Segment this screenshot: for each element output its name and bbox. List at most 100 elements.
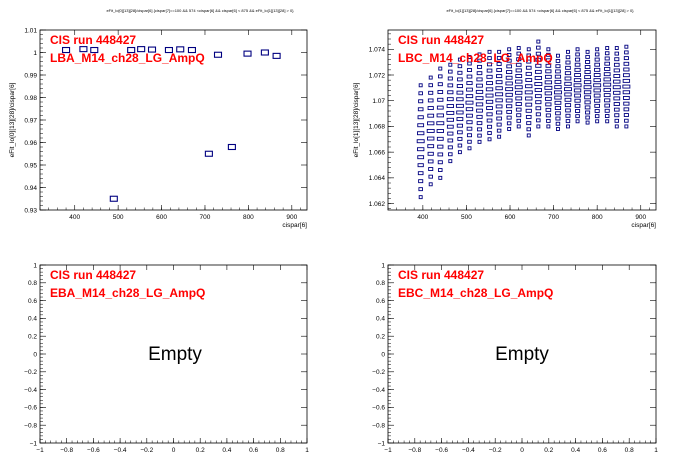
data-point <box>427 136 435 141</box>
data-point <box>260 49 269 56</box>
data-point <box>506 115 512 120</box>
data-point <box>506 53 512 57</box>
data-point <box>546 52 551 57</box>
data-point <box>534 82 543 86</box>
data-point <box>427 159 434 164</box>
data-point <box>416 139 425 144</box>
data-point <box>525 84 533 89</box>
data-point <box>476 83 483 88</box>
data-point <box>614 124 619 129</box>
data-point <box>438 74 443 79</box>
data-point <box>583 80 592 85</box>
data-point <box>496 116 502 121</box>
data-point <box>516 113 522 118</box>
data-point <box>584 65 591 69</box>
data-point <box>526 127 531 132</box>
data-point <box>545 69 552 74</box>
data-point <box>137 46 146 53</box>
data-point <box>438 175 443 180</box>
data-point <box>593 73 601 77</box>
data-point <box>514 85 523 90</box>
data-point <box>516 124 521 129</box>
x-tick-label: −0.2 <box>489 447 502 454</box>
data-point <box>603 82 612 87</box>
x-tick-label: −0.6 <box>435 447 448 454</box>
data-point <box>437 82 443 87</box>
data-point <box>585 120 590 125</box>
x-tick-label: 900 <box>286 214 297 221</box>
data-point <box>545 63 552 68</box>
x-tick-label: 0.8 <box>276 447 285 454</box>
data-point <box>546 124 551 129</box>
data-point <box>574 93 581 98</box>
data-point <box>535 57 542 62</box>
data-point <box>506 121 512 126</box>
data-point <box>604 114 610 119</box>
x-axis-label: cispar[6] <box>631 222 656 229</box>
data-point <box>516 46 521 50</box>
y-tick-label: 0.2 <box>28 334 37 341</box>
data-point <box>613 68 620 73</box>
data-point <box>428 174 433 179</box>
data-point <box>477 133 482 138</box>
data-point <box>515 102 522 106</box>
data-point <box>176 46 185 53</box>
data-point <box>127 46 136 54</box>
data-point <box>465 100 474 105</box>
data-point <box>467 55 472 59</box>
panel-lbc: eFit_lo[1][13][28]/cispar[6] {cispar[7]=… <box>353 8 657 229</box>
data-point <box>534 75 543 80</box>
data-point <box>507 127 512 131</box>
data-point <box>584 75 591 80</box>
data-point <box>418 195 423 200</box>
data-point <box>564 92 572 97</box>
y-tick-label: 0.8 <box>28 280 37 287</box>
channel-label: LBC_M14_ch28_LG_AmpQ <box>398 51 553 65</box>
data-point <box>525 71 532 76</box>
data-point <box>417 131 425 136</box>
y-tick-label: −0.2 <box>24 369 37 376</box>
data-point <box>535 100 542 105</box>
data-point <box>457 70 463 75</box>
data-point <box>436 113 444 118</box>
data-point <box>604 108 610 113</box>
x-tick-label: −0.4 <box>462 447 475 454</box>
data-point <box>613 96 621 101</box>
data-point <box>535 112 541 117</box>
data-point <box>594 52 600 57</box>
data-point <box>535 51 541 56</box>
data-point <box>614 46 619 50</box>
data-point <box>585 60 591 64</box>
data-point <box>574 67 581 72</box>
data-point <box>457 57 462 62</box>
data-point <box>418 91 423 96</box>
data-point <box>573 83 582 88</box>
data-point <box>417 163 424 168</box>
data-point <box>515 96 523 101</box>
data-point <box>457 64 463 69</box>
data-point <box>594 67 601 72</box>
data-point <box>595 47 600 52</box>
x-tick-label: 0.4 <box>571 447 580 454</box>
y-tick-label: −0.8 <box>372 423 385 430</box>
run-label: CIS run 448427 <box>50 268 136 282</box>
data-point <box>496 74 503 79</box>
data-point <box>554 95 562 100</box>
data-point <box>554 74 562 79</box>
data-point <box>427 106 434 111</box>
data-point <box>447 131 454 136</box>
data-point <box>485 93 494 98</box>
data-point <box>593 93 601 98</box>
data-point <box>623 61 630 66</box>
data-point <box>613 79 621 84</box>
y-tick-label: 0.98 <box>24 95 37 102</box>
x-tick-label: 1 <box>305 447 309 454</box>
x-tick-label: 0 <box>520 447 524 454</box>
data-point <box>456 110 464 115</box>
data-point <box>565 113 571 118</box>
data-point <box>187 46 197 54</box>
data-point <box>496 62 502 66</box>
x-tick-label: 500 <box>113 214 124 221</box>
x-tick-label: 400 <box>417 214 428 221</box>
panel-ebc: −1 −0.8 −0.6 −0.4 −0.2 0 0.2 0.4 0.6 0.8 1 −1 −0.8 −0… <box>372 262 658 454</box>
